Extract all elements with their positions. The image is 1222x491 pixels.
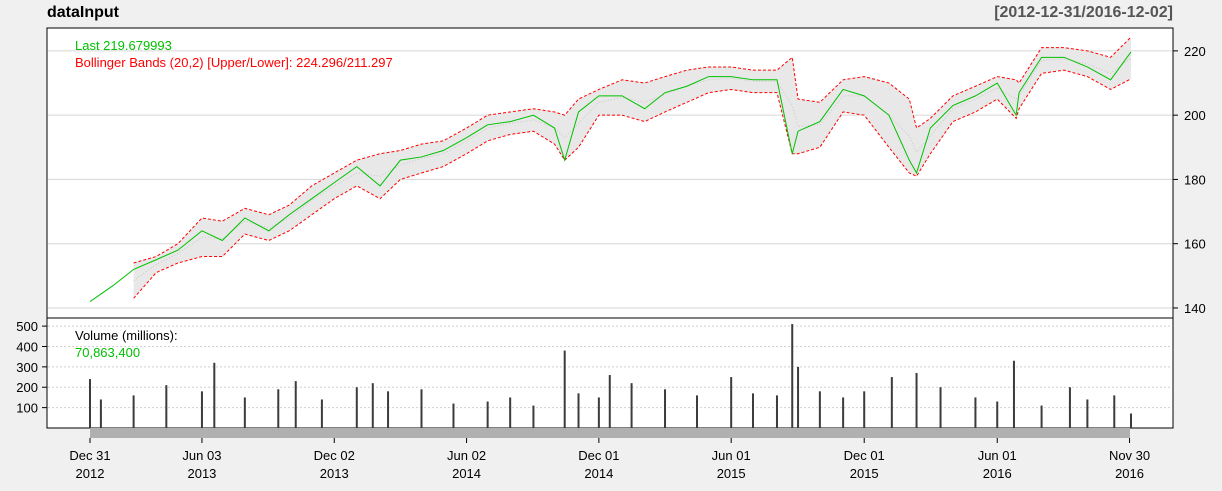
volume-bar <box>630 383 633 428</box>
volume-bar <box>664 389 667 428</box>
volume-bar <box>597 397 600 428</box>
volume-bar <box>775 395 778 428</box>
volume-bar <box>371 383 374 428</box>
volume-bar <box>387 391 390 428</box>
volume-legend-value: 70,863,400 <box>75 345 140 360</box>
x-tick-year-label: 2014 <box>584 466 613 481</box>
volume-bar <box>89 379 91 428</box>
volume-bar <box>486 401 489 428</box>
volume-bar <box>320 399 323 428</box>
x-axis: Dec 31 2012 Jun 03 2013 Dec 02 2013 Jun 02 2014… <box>69 438 1150 481</box>
x-tick-year-label: 2013 <box>320 466 349 481</box>
volume-legend-label: Volume (millions): <box>75 328 178 343</box>
x-tick-label: Dec 01 <box>578 448 619 463</box>
x-tick-year-label: 2014 <box>452 466 481 481</box>
volume-bar <box>1130 413 1132 428</box>
volume-bar <box>863 391 866 428</box>
bollinger-lower-line <box>133 69 1132 299</box>
legend-bollinger: Bollinger Bands (20,2) [Upper/Lower]: 22… <box>75 55 393 70</box>
x-tick-label: Jun 01 <box>978 448 1017 463</box>
volume-y-tick-label: 400 <box>16 339 38 354</box>
price-y-tick-label: 180 <box>1184 172 1206 187</box>
volume-bar <box>577 393 580 428</box>
volume-bar <box>213 362 216 428</box>
legend-last: Last 219.679993 <box>75 38 172 53</box>
volume-bar <box>842 397 845 428</box>
volume-bar <box>420 389 423 428</box>
volume-y-tick-label: 300 <box>16 360 38 375</box>
volume-bar <box>791 324 794 428</box>
volume-bar <box>452 403 455 428</box>
volume-y-tick-label: 200 <box>16 380 38 395</box>
volume-bar <box>818 391 821 428</box>
volume-bars <box>89 324 1132 428</box>
price-y-tick-label: 220 <box>1184 44 1206 59</box>
volume-bar <box>996 401 999 428</box>
price-y-tick-label: 160 <box>1184 237 1206 252</box>
volume-bar <box>1068 387 1071 428</box>
volume-bar <box>509 397 512 428</box>
x-tick-year-label: 2016 <box>1115 466 1144 481</box>
x-tick-year-label: 2015 <box>850 466 879 481</box>
bollinger-upper-line <box>133 36 1132 264</box>
last-price-line <box>89 51 1132 302</box>
date-range: [2012-12-31/2016-12-02] <box>994 4 1173 21</box>
volume-bar <box>797 366 800 428</box>
price-series <box>89 36 1132 302</box>
x-tick-label: Jun 03 <box>182 448 221 463</box>
volume-y-tick-label: 100 <box>16 401 38 416</box>
volume-bar <box>915 372 918 428</box>
volume-bar <box>563 350 566 428</box>
volume-bar <box>1040 405 1043 428</box>
volume-bar <box>200 391 203 428</box>
volume-bar <box>939 387 942 428</box>
x-axis-date-strip <box>90 428 1130 438</box>
volume-bar <box>890 377 893 428</box>
x-tick-year-label: 2015 <box>717 466 746 481</box>
volume-bar <box>751 393 754 428</box>
bollinger-band-fill <box>133 37 1132 299</box>
volume-bar <box>99 399 102 428</box>
volume-bar <box>532 405 535 428</box>
x-tick-year-label: 2013 <box>187 466 216 481</box>
volume-bar <box>974 397 977 428</box>
volume-bar <box>696 395 699 428</box>
chart-title: dataInput <box>47 4 120 21</box>
x-tick-label: Jun 02 <box>447 448 486 463</box>
volume-bar <box>355 387 358 428</box>
x-tick-label: Jun 01 <box>712 448 751 463</box>
x-tick-label: Nov 30 <box>1109 448 1150 463</box>
x-tick-label: Dec 31 <box>69 448 110 463</box>
bollinger-middle-line <box>133 57 1132 282</box>
x-tick-year-label: 2016 <box>983 466 1012 481</box>
volume-bar <box>277 389 280 428</box>
price-y-axis: 140 160 180 200 220 <box>1173 44 1206 316</box>
volume-bar <box>730 377 733 428</box>
volume-y-axis: 100 200 300 400 500 <box>16 319 47 416</box>
x-tick-year-label: 2012 <box>76 466 105 481</box>
volume-bar <box>132 395 135 428</box>
x-tick-label: Dec 02 <box>314 448 355 463</box>
volume-bar <box>1113 395 1116 428</box>
volume-bar <box>165 385 168 428</box>
volume-bar <box>243 397 246 428</box>
x-tick-label: Dec 01 <box>844 448 885 463</box>
price-y-tick-label: 140 <box>1184 301 1206 316</box>
volume-bar <box>608 375 611 428</box>
volume-bar <box>1086 399 1089 428</box>
price-y-tick-label: 200 <box>1184 108 1206 123</box>
volume-y-tick-label: 500 <box>16 319 38 334</box>
volume-bar <box>1012 360 1015 428</box>
price-panel <box>46 27 1174 319</box>
volume-bar <box>294 381 297 428</box>
